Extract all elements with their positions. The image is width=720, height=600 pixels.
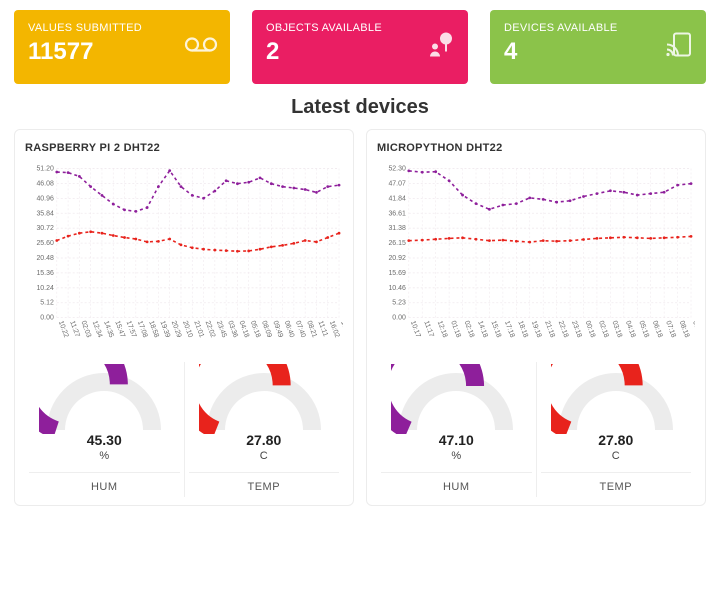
svg-text:05:18: 05:18 (637, 320, 650, 339)
svg-text:20.48: 20.48 (36, 255, 54, 262)
voicemail-icon (184, 35, 218, 60)
gauge-unit: C (189, 450, 340, 462)
svg-text:15:18: 15:18 (490, 320, 503, 339)
svg-text:5.23: 5.23 (392, 300, 406, 307)
svg-text:04:18: 04:18 (624, 320, 637, 339)
svg-text:16:02: 16:02 (328, 320, 341, 339)
svg-text:31.38: 31.38 (388, 225, 406, 232)
svg-text:15.36: 15.36 (36, 270, 54, 277)
svg-text:11:17: 11:17 (422, 320, 434, 338)
card-devices-available[interactable]: DEVICES AVAILABLE 4 (490, 10, 706, 84)
gauge-label: TEMP (541, 472, 692, 493)
svg-text:21:18: 21:18 (543, 320, 556, 339)
gauge-hum: 45.30 % HUM (25, 362, 185, 497)
svg-text:17:18: 17:18 (503, 320, 516, 339)
device-title: MICROPYTHON DHT22 (377, 142, 695, 154)
svg-text:22:18: 22:18 (557, 320, 570, 339)
gauge-temp: 27.80 C TEMP (185, 362, 344, 497)
svg-text:07:18: 07:18 (664, 320, 677, 339)
card-value: 4 (504, 38, 692, 66)
svg-text:09:18: 09:18 (691, 320, 695, 339)
cast-icon (666, 33, 694, 62)
svg-text:0.00: 0.00 (40, 315, 54, 322)
svg-text:02:18: 02:18 (463, 320, 476, 339)
person-tree-icon (426, 32, 456, 63)
gauge-unit: % (381, 450, 532, 462)
device-panel: MICROPYTHON DHT22 52.30 47.07 41.84 36.61 31… (366, 129, 706, 506)
device-panel: RASPBERRY PI 2 DHT22 51.20 46.08 40.96 35.8… (14, 129, 354, 506)
svg-text:26.15: 26.15 (388, 240, 406, 247)
svg-text:23:18: 23:18 (570, 320, 583, 339)
svg-text:15.69: 15.69 (388, 270, 406, 277)
summary-cards: VALUES SUBMITTED 11577 OBJECTS AVAILABLE… (14, 10, 706, 84)
svg-text:41.84: 41.84 (388, 195, 406, 202)
svg-text:47.07: 47.07 (388, 180, 406, 187)
gauge-label: HUM (29, 472, 180, 493)
svg-text:36.61: 36.61 (388, 210, 406, 217)
svg-text:25.60: 25.60 (36, 240, 54, 247)
svg-text:40.96: 40.96 (36, 195, 54, 202)
line-chart: 51.20 46.08 40.96 35.84 30.72 25.60 20.48 15.36… (25, 162, 343, 352)
svg-text:02:03: 02:03 (79, 320, 92, 339)
gauge-label: HUM (381, 472, 532, 493)
gauge-unit: C (541, 450, 692, 462)
svg-text:5.12: 5.12 (40, 300, 54, 307)
svg-text:52.30: 52.30 (388, 166, 406, 173)
svg-text:10.24: 10.24 (36, 285, 54, 292)
gauge-temp: 27.80 C TEMP (537, 362, 696, 497)
svg-text:46.08: 46.08 (36, 180, 54, 187)
gauge-value: 27.80 (189, 432, 340, 448)
gauge-unit: % (29, 450, 180, 462)
svg-text:35.84: 35.84 (36, 210, 54, 217)
svg-text:02:18: 02:18 (597, 320, 610, 339)
svg-text:08:18: 08:18 (678, 320, 691, 339)
svg-text:10:22: 10:22 (57, 320, 70, 339)
gauge-value: 47.10 (381, 432, 532, 448)
svg-text:06:18: 06:18 (651, 320, 664, 339)
card-objects-available[interactable]: OBJECTS AVAILABLE 2 (252, 10, 468, 84)
svg-text:19:18: 19:18 (530, 320, 543, 339)
device-title: RASPBERRY PI 2 DHT22 (25, 142, 343, 154)
svg-text:12:18: 12:18 (436, 320, 449, 339)
svg-text:14:18: 14:18 (476, 320, 489, 339)
svg-text:10.46: 10.46 (388, 285, 406, 292)
svg-text:30.72: 30.72 (36, 225, 54, 232)
svg-text:10:17: 10:17 (409, 320, 422, 339)
section-title: Latest devices (14, 96, 706, 119)
gauge-label: TEMP (189, 472, 340, 493)
gauge-value: 27.80 (541, 432, 692, 448)
svg-text:18:18: 18:18 (516, 320, 529, 339)
card-title: DEVICES AVAILABLE (504, 22, 692, 34)
svg-text:03:18: 03:18 (610, 320, 623, 339)
svg-text:00:18: 00:18 (584, 320, 597, 339)
svg-text:51.20: 51.20 (36, 166, 54, 173)
gauge-value: 45.30 (29, 432, 180, 448)
svg-text:01:18: 01:18 (449, 320, 462, 339)
svg-text:0.00: 0.00 (392, 315, 406, 322)
card-values-submitted[interactable]: VALUES SUBMITTED 11577 (14, 10, 230, 84)
device-panels: RASPBERRY PI 2 DHT22 51.20 46.08 40.96 35.8… (14, 129, 706, 506)
svg-text:20.92: 20.92 (388, 255, 406, 262)
card-title: VALUES SUBMITTED (28, 22, 216, 34)
line-chart: 52.30 47.07 41.84 36.61 31.38 26.15 20.92 15.69… (377, 162, 695, 352)
gauge-hum: 47.10 % HUM (377, 362, 537, 497)
